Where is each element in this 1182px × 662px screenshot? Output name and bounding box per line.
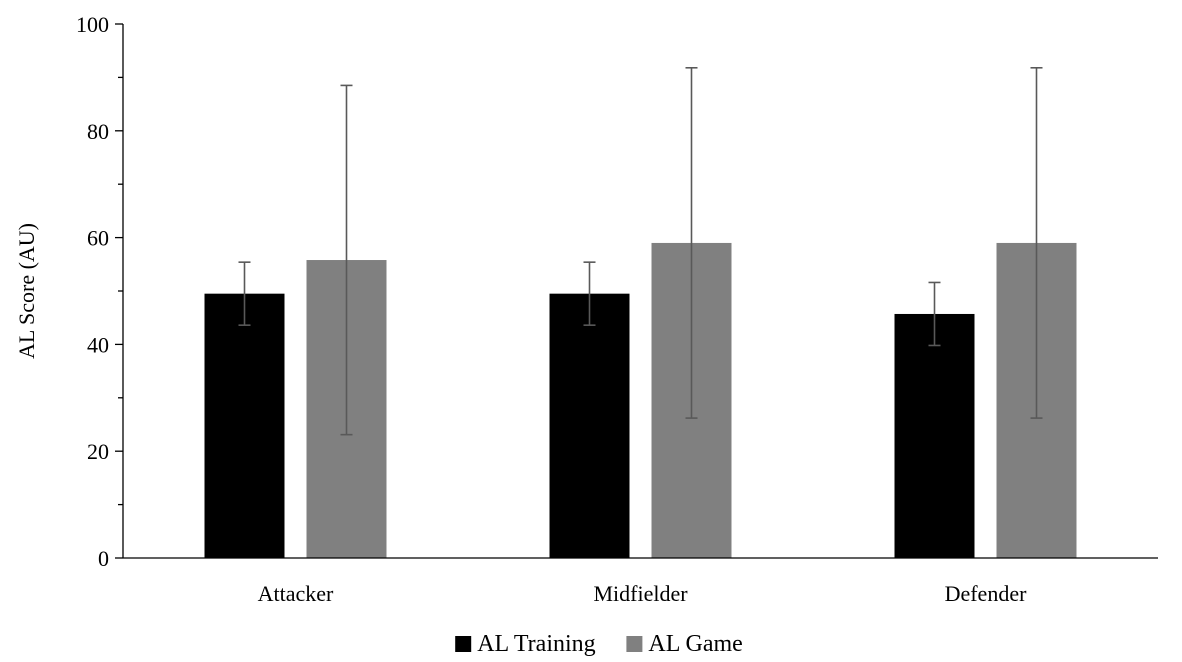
y-tick-label: 40 [87,332,109,357]
bar-al-training [204,293,285,558]
legend: AL Training AL Game [455,631,743,657]
x-tick-label: Midfielder [593,581,688,606]
legend-swatch-al-training [455,636,472,652]
legend-swatch-al-game [626,636,643,652]
y-tick-label: 80 [87,119,109,144]
bar-al-training [549,293,630,558]
x-tick-label: Attacker [258,581,334,606]
x-tick-label: Defender [945,581,1028,606]
plot-area [204,66,1077,558]
legend-label: AL Game [648,631,742,657]
y-tick-label: 100 [76,12,109,37]
y-tick-label: 20 [87,439,109,464]
y-tick-label: 0 [98,546,109,571]
x-axis: Attacker Midfielder Defender [123,557,1158,606]
y-axis-label: AL Score (AU) [14,223,39,359]
y-tick-label: 60 [87,226,109,251]
y-axis: 0 20 40 60 80 100 [76,12,124,571]
bar-al-training [894,313,975,558]
legend-label: AL Training [477,631,595,657]
